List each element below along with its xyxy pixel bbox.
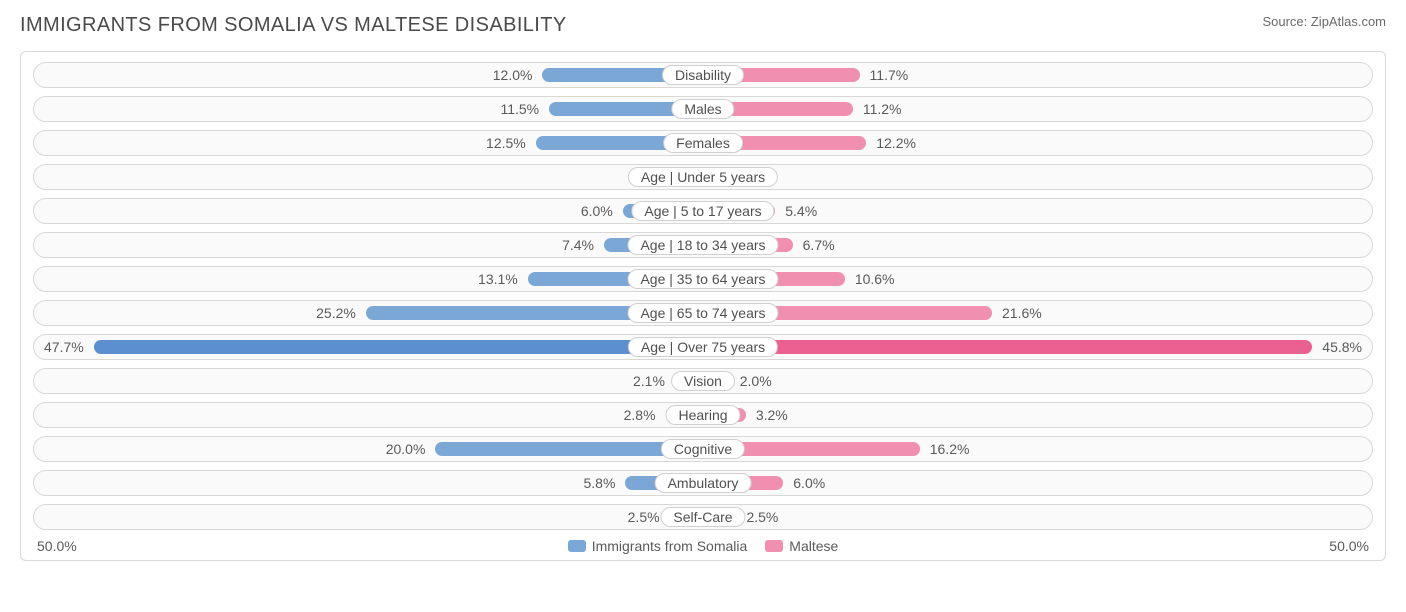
value-right: 16.2%: [920, 441, 980, 457]
category-label: Age | 18 to 34 years: [627, 235, 778, 255]
legend-swatch-left: [568, 540, 586, 552]
category-label: Disability: [662, 65, 744, 85]
value-right: 3.2%: [746, 407, 798, 423]
chart-row: 12.5% 12.2% Females: [33, 130, 1373, 156]
legend-swatch-right: [765, 540, 783, 552]
value-left: 13.1%: [468, 271, 528, 287]
source-attribution: Source: ZipAtlas.com: [1262, 14, 1386, 29]
category-label: Age | Over 75 years: [628, 337, 778, 357]
value-right: 2.0%: [730, 373, 782, 389]
value-left: 20.0%: [376, 441, 436, 457]
value-left: 11.5%: [490, 101, 549, 117]
chart-row: 1.3%1.3%Age | Under 5 years: [33, 164, 1373, 190]
bar-right: [703, 340, 1312, 354]
chart-row: 20.0% 16.2% Cognitive: [33, 436, 1373, 462]
chart-row: 25.2% 21.6% Age | 65 to 74 years: [33, 300, 1373, 326]
chart-row: 7.4% 6.7% Age | 18 to 34 years: [33, 232, 1373, 258]
category-label: Hearing: [665, 405, 740, 425]
axis-max-left: 50.0%: [37, 538, 77, 554]
legend-label-left: Immigrants from Somalia: [592, 538, 748, 554]
chart-row: 6.0% 5.4%Age | 5 to 17 years: [33, 198, 1373, 224]
diverging-bar-chart: 12.0% 11.7% Disability 11.5% 11.2% Males 12.5%…: [20, 51, 1386, 561]
category-label: Females: [663, 133, 743, 153]
category-label: Vision: [671, 371, 735, 391]
value-right: 5.4%: [775, 203, 827, 219]
value-right: 11.7%: [860, 67, 919, 83]
value-left: 12.5%: [476, 135, 536, 151]
value-left: 25.2%: [306, 305, 366, 321]
value-left: 6.0%: [571, 203, 623, 219]
chart-row: 2.8% 3.2% Hearing: [33, 402, 1373, 428]
value-right: 21.6%: [992, 305, 1052, 321]
value-left: 12.0%: [483, 67, 543, 83]
chart-row: 2.1% 2.0%Vision: [33, 368, 1373, 394]
bar-left: [94, 340, 703, 354]
legend-label-right: Maltese: [789, 538, 838, 554]
value-right: 6.0%: [783, 475, 835, 491]
chart-row: 12.0% 11.7% Disability: [33, 62, 1373, 88]
axis-max-right: 50.0%: [1329, 538, 1369, 554]
chart-row: 47.7% 45.8% Age | Over 75 years: [33, 334, 1373, 360]
category-label: Age | 65 to 74 years: [627, 303, 778, 323]
category-label: Age | 35 to 64 years: [627, 269, 778, 289]
category-label: Males: [671, 99, 734, 119]
value-right: 45.8%: [1312, 339, 1372, 355]
value-left: 7.4%: [552, 237, 604, 253]
chart-title: IMMIGRANTS FROM SOMALIA VS MALTESE DISAB…: [20, 14, 567, 37]
legend-item-left: Immigrants from Somalia: [568, 538, 748, 554]
chart-row: 5.8% 6.0% Ambulatory: [33, 470, 1373, 496]
category-label: Age | 5 to 17 years: [631, 201, 774, 221]
chart-row: 13.1% 10.6% Age | 35 to 64 years: [33, 266, 1373, 292]
value-right: 12.2%: [866, 135, 926, 151]
category-label: Age | Under 5 years: [628, 167, 778, 187]
value-left: 2.8%: [614, 407, 666, 423]
legend: Immigrants from Somalia Maltese: [77, 538, 1330, 554]
value-left: 2.1%: [623, 373, 675, 389]
value-left: 47.7%: [34, 339, 94, 355]
value-left: 5.8%: [573, 475, 625, 491]
value-right: 11.2%: [853, 101, 912, 117]
value-right: 10.6%: [845, 271, 905, 287]
category-label: Self-Care: [660, 507, 745, 527]
category-label: Ambulatory: [655, 473, 752, 493]
value-right: 6.7%: [793, 237, 845, 253]
category-label: Cognitive: [661, 439, 745, 459]
legend-item-right: Maltese: [765, 538, 838, 554]
chart-row: 11.5% 11.2% Males: [33, 96, 1373, 122]
chart-row: 2.5%2.5%Self-Care: [33, 504, 1373, 530]
